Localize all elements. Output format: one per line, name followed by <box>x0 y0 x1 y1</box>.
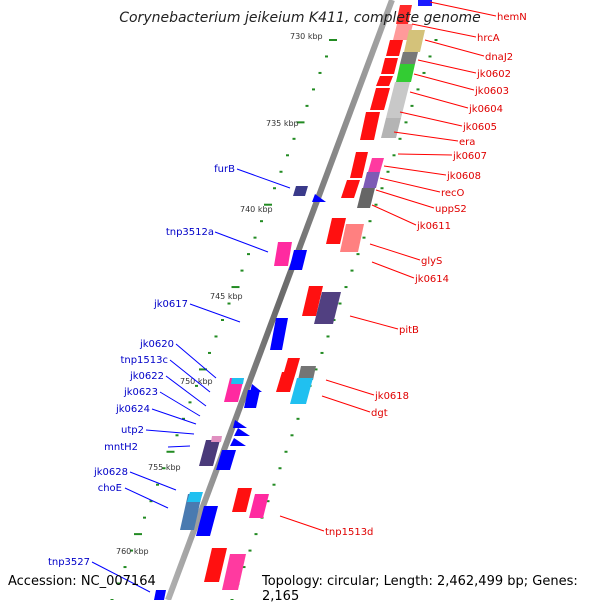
gene-label-jk0618[interactable]: jk0618 <box>374 391 409 402</box>
gene-label-hrcA[interactable]: hrcA <box>477 33 500 44</box>
gene-label-tnp1513d[interactable]: tnp1513d <box>325 527 373 538</box>
gene-hemN-2[interactable] <box>396 5 412 24</box>
gene-jk0628-b[interactable] <box>187 492 203 502</box>
gene-jk0608[interactable] <box>350 152 368 178</box>
gene-era[interactable] <box>360 112 380 140</box>
gene-label-pitB[interactable]: pitB <box>399 325 419 336</box>
gene-tnp3527[interactable] <box>154 590 166 600</box>
scale-label-740: 740 kbp <box>240 205 273 214</box>
gene-mntH2[interactable] <box>199 440 220 466</box>
gene-glyS[interactable] <box>340 224 364 252</box>
reverse-labels: furB tnp3512a jk0617 jk0620 tnp1513c jk0… <box>48 164 235 568</box>
forward-labels: hemN hrcA dnaJ2 jk0602 jk0603 jk0604 jk0… <box>325 12 527 538</box>
gene-tnp1513d-b[interactable] <box>232 488 252 512</box>
reverse-strand <box>154 186 326 600</box>
gene-label-jk0607[interactable]: jk0607 <box>452 151 487 162</box>
gene-jk0618-b[interactable] <box>284 358 300 372</box>
gene-jk0602-b[interactable] <box>381 58 398 74</box>
accession-text: Accession: NC_007164 <box>8 574 156 589</box>
gene-label-jk0614[interactable]: jk0614 <box>414 274 449 285</box>
gene-jk0611[interactable] <box>357 188 375 208</box>
forward-connectors <box>279 1 497 532</box>
gene-label-tnp3527[interactable]: tnp3527 <box>48 557 90 568</box>
gene-utp2[interactable] <box>230 438 246 446</box>
gene-label-jk0602[interactable]: jk0602 <box>476 69 511 80</box>
gene-label-jk0611[interactable]: jk0611 <box>416 221 451 232</box>
scale-label-755: 755 kbp <box>148 463 181 472</box>
scale-label-760: 760 kbp <box>116 547 149 556</box>
gene-tnp1513d[interactable] <box>249 494 269 518</box>
gene-tnp1513c[interactable] <box>244 390 260 408</box>
gene-pitB[interactable] <box>314 292 341 324</box>
gene-label-choE[interactable]: choE <box>98 483 122 494</box>
gene-furB[interactable] <box>293 186 308 196</box>
gene-jk0622[interactable] <box>250 384 262 392</box>
gene-mntH2-b[interactable] <box>211 436 222 442</box>
gene-jk0618[interactable] <box>298 366 316 380</box>
gene-jk0617[interactable] <box>270 318 288 350</box>
gene-dnaJ2-b[interactable] <box>386 40 403 56</box>
gene-jk0628[interactable] <box>180 494 202 530</box>
gene-tnp3512a-b[interactable] <box>289 250 307 270</box>
gene-jk0607[interactable] <box>368 158 384 172</box>
gene-jk0623[interactable] <box>233 420 247 428</box>
gene-jk0624[interactable] <box>234 428 250 436</box>
gene-label-jk0620[interactable]: jk0620 <box>139 339 174 350</box>
gene-jk0603[interactable] <box>396 64 415 82</box>
gene-jk0604-b[interactable] <box>370 88 390 110</box>
gene-label-jk0608[interactable]: jk0608 <box>446 171 481 182</box>
gene-label-tnp1513c[interactable]: tnp1513c <box>120 355 168 366</box>
gene-label-jk0604[interactable]: jk0604 <box>468 104 503 115</box>
gene-label-dgt[interactable]: dgt <box>371 408 388 419</box>
gene-label-uppS2[interactable]: uppS2 <box>435 204 467 215</box>
scale-label-735: 735 kbp <box>266 119 299 128</box>
gene-label-furB[interactable]: furB <box>214 164 235 175</box>
gene-label-era[interactable]: era <box>459 137 475 148</box>
gene-jk0602[interactable] <box>400 52 418 64</box>
gene-hemN[interactable] <box>418 0 432 6</box>
reverse-connectors <box>91 168 291 593</box>
scale-ticks <box>110 39 438 600</box>
gene-label-jk0605[interactable]: jk0605 <box>462 122 497 133</box>
gene-jk0603-b[interactable] <box>376 76 393 86</box>
gene-near-760-b[interactable] <box>204 548 227 582</box>
gene-jk0614[interactable] <box>326 218 346 244</box>
gene-choE[interactable] <box>196 506 218 536</box>
gene-pitB-b[interactable] <box>302 286 323 316</box>
gene-label-mntH2[interactable]: mntH2 <box>104 442 138 453</box>
gene-dgt-b[interactable] <box>276 372 296 392</box>
gene-label-jk0622[interactable]: jk0622 <box>129 371 164 382</box>
gene-label-jk0623[interactable]: jk0623 <box>123 387 158 398</box>
gene-jk0604[interactable] <box>386 82 410 118</box>
scale-label-730: 730 kbp <box>290 32 323 41</box>
gene-jk0605[interactable] <box>381 118 401 138</box>
gene-label-jk0624[interactable]: jk0624 <box>115 404 150 415</box>
gene-tnp3512a[interactable] <box>274 242 292 266</box>
scale-labels: 730 kbp 735 kbp 740 kbp 745 kbp 750 kbp … <box>116 32 323 556</box>
gene-near-760[interactable] <box>222 554 246 590</box>
genome-backbone <box>165 0 395 600</box>
gene-label-jk0628[interactable]: jk0628 <box>93 467 128 478</box>
gene-label-jk0617[interactable]: jk0617 <box>153 299 188 310</box>
gene-label-recO[interactable]: recO <box>441 188 465 199</box>
gene-jk0620-b[interactable] <box>231 378 244 384</box>
gene-label-jk0603[interactable]: jk0603 <box>474 86 509 97</box>
forward-strand <box>204 0 432 590</box>
gene-dgt[interactable] <box>290 378 313 404</box>
gene-dnaJ2[interactable] <box>404 30 425 52</box>
gene-furB-b[interactable] <box>312 194 326 202</box>
gene-label-hemN[interactable]: hemN <box>497 12 527 23</box>
gene-label-tnp3512a[interactable]: tnp3512a <box>166 227 214 238</box>
gene-label-glyS[interactable]: glyS <box>421 256 442 267</box>
gene-label-utp2[interactable]: utp2 <box>121 425 144 436</box>
gene-recO[interactable] <box>363 172 380 188</box>
gene-mntH2-c[interactable] <box>216 450 236 470</box>
gene-uppS2[interactable] <box>341 180 360 198</box>
gene-label-dnaJ2[interactable]: dnaJ2 <box>485 52 513 63</box>
genome-title: Corynebacterium jeikeium K411, complete … <box>119 10 481 26</box>
scale-label-745: 745 kbp <box>210 292 243 301</box>
